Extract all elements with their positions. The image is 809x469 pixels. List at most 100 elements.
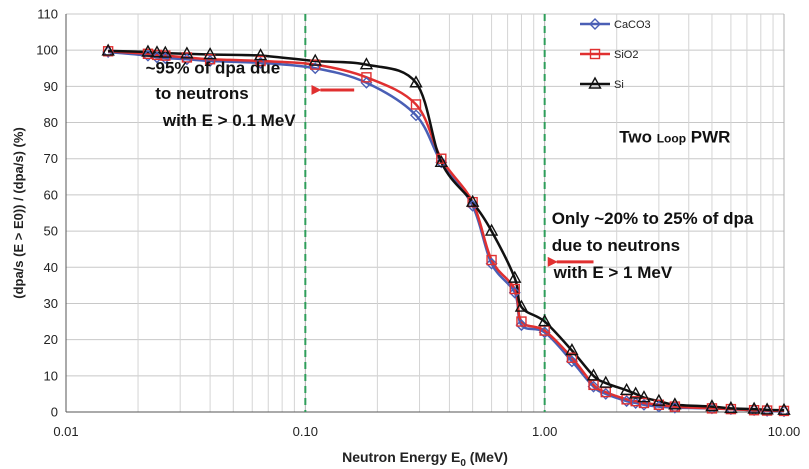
legend-marker (589, 48, 601, 60)
data-point (566, 352, 578, 363)
data-point (778, 405, 790, 417)
data-point (515, 319, 528, 332)
x-tick-label: 10.00 (768, 424, 801, 439)
y-tick-label: 40 (44, 260, 58, 275)
data-point (508, 286, 521, 299)
annotation-text: due to neutrons (552, 236, 680, 255)
annotation-text: ~95% of dpa due (146, 59, 281, 78)
legend-marker (588, 76, 602, 89)
data-point (253, 48, 268, 61)
data-point (509, 283, 520, 295)
series-line-sio2 (108, 50, 785, 413)
data-point (359, 57, 374, 70)
tick-labels: 0 10 20 30 40 50 60 70 80 90 100 110 0.01 0.10 1.00 10.… (36, 7, 800, 440)
data-point (204, 54, 216, 65)
data-point (410, 109, 422, 122)
data-point (724, 400, 738, 414)
y-tick-label: 20 (44, 332, 58, 347)
data-point (514, 299, 529, 312)
data-point (409, 75, 423, 88)
y-axis-label: (dpa/s (E > E0)) / (dpa/s) (%) (11, 127, 26, 299)
legend-marker (589, 18, 601, 30)
data-point (309, 62, 322, 75)
x-tick-label: 0.10 (293, 424, 318, 439)
data-point (435, 156, 448, 169)
data-point (620, 395, 633, 408)
data-point (141, 49, 154, 62)
data-point (599, 375, 613, 388)
axes (65, 14, 784, 413)
data-point (466, 199, 479, 212)
data-point (725, 403, 737, 415)
x-tick-label: 1.00 (532, 424, 557, 439)
data-point (254, 56, 267, 69)
y-tick-label: 50 (44, 224, 58, 239)
y-tick-label: 90 (44, 79, 58, 94)
data-point (565, 343, 579, 356)
series-group (101, 43, 791, 418)
y-tick-label: 110 (37, 7, 58, 22)
y-tick-label: 0 (51, 405, 58, 420)
data-point (516, 316, 527, 327)
y-tick-label: 80 (44, 115, 58, 130)
data-point (599, 387, 612, 400)
y-tick-label: 60 (44, 187, 58, 202)
x-axis-label: Neutron Energy E0 (MeV) (342, 449, 508, 469)
data-point (465, 194, 480, 207)
data-point (308, 53, 322, 66)
annotation-text: Only ~20% to 25% of dpa (552, 209, 754, 228)
data-point (410, 99, 422, 110)
y-tick-label: 70 (44, 151, 58, 166)
data-point (436, 153, 447, 164)
data-point (747, 401, 761, 414)
data-point (141, 44, 155, 57)
data-point (537, 314, 552, 327)
data-point (102, 46, 114, 57)
data-point (777, 402, 791, 415)
data-point (587, 380, 600, 393)
legend-label: CaCO3 (614, 19, 651, 31)
reference-lines (304, 14, 546, 412)
legend-label: Si (614, 79, 624, 91)
data-point (434, 154, 449, 168)
data-point (158, 45, 173, 58)
data-point (638, 397, 650, 409)
data-point (484, 223, 499, 236)
annotations: ~95% of dpa due to neutrons with E > 0.1 M… (146, 59, 754, 282)
data-point (508, 270, 522, 283)
data-point (586, 368, 601, 381)
two-loop-pwr-label: Two Loop PWR (619, 127, 730, 146)
data-point (204, 55, 217, 68)
annotation-text: to neutrons (155, 84, 249, 103)
data-point (619, 382, 634, 395)
data-point (761, 405, 773, 416)
data-point (101, 43, 115, 56)
series-line-si (108, 49, 785, 412)
annotation-text: with E > 0.1 MeV (162, 111, 296, 130)
y-tick-label: 30 (44, 296, 58, 311)
plot-area (66, 14, 784, 412)
data-point (637, 390, 651, 403)
data-point (668, 397, 682, 410)
x-tick-label: 0.01 (53, 424, 78, 439)
data-point (652, 393, 666, 406)
y-tick-label: 10 (44, 368, 58, 383)
data-point (538, 326, 551, 339)
data-point (705, 399, 719, 412)
data-point (150, 45, 164, 58)
data-point (485, 257, 498, 270)
axis-labels: Neutron Energy E0 (MeV) (dpa/s (E > E0)) … (11, 127, 508, 469)
annotation-text: with E > 1 MeV (553, 263, 673, 282)
data-point (565, 355, 578, 368)
data-point (361, 72, 372, 83)
legend-label: SiO2 (614, 49, 638, 61)
legend: CaCO3 SiO2 Si (580, 18, 651, 91)
data-point (628, 386, 643, 399)
data-point (255, 55, 266, 67)
data-point (486, 254, 497, 266)
y-tick-label: 100 (36, 43, 58, 58)
data-point (203, 47, 217, 60)
data-point (760, 402, 774, 415)
data-point (360, 76, 373, 89)
